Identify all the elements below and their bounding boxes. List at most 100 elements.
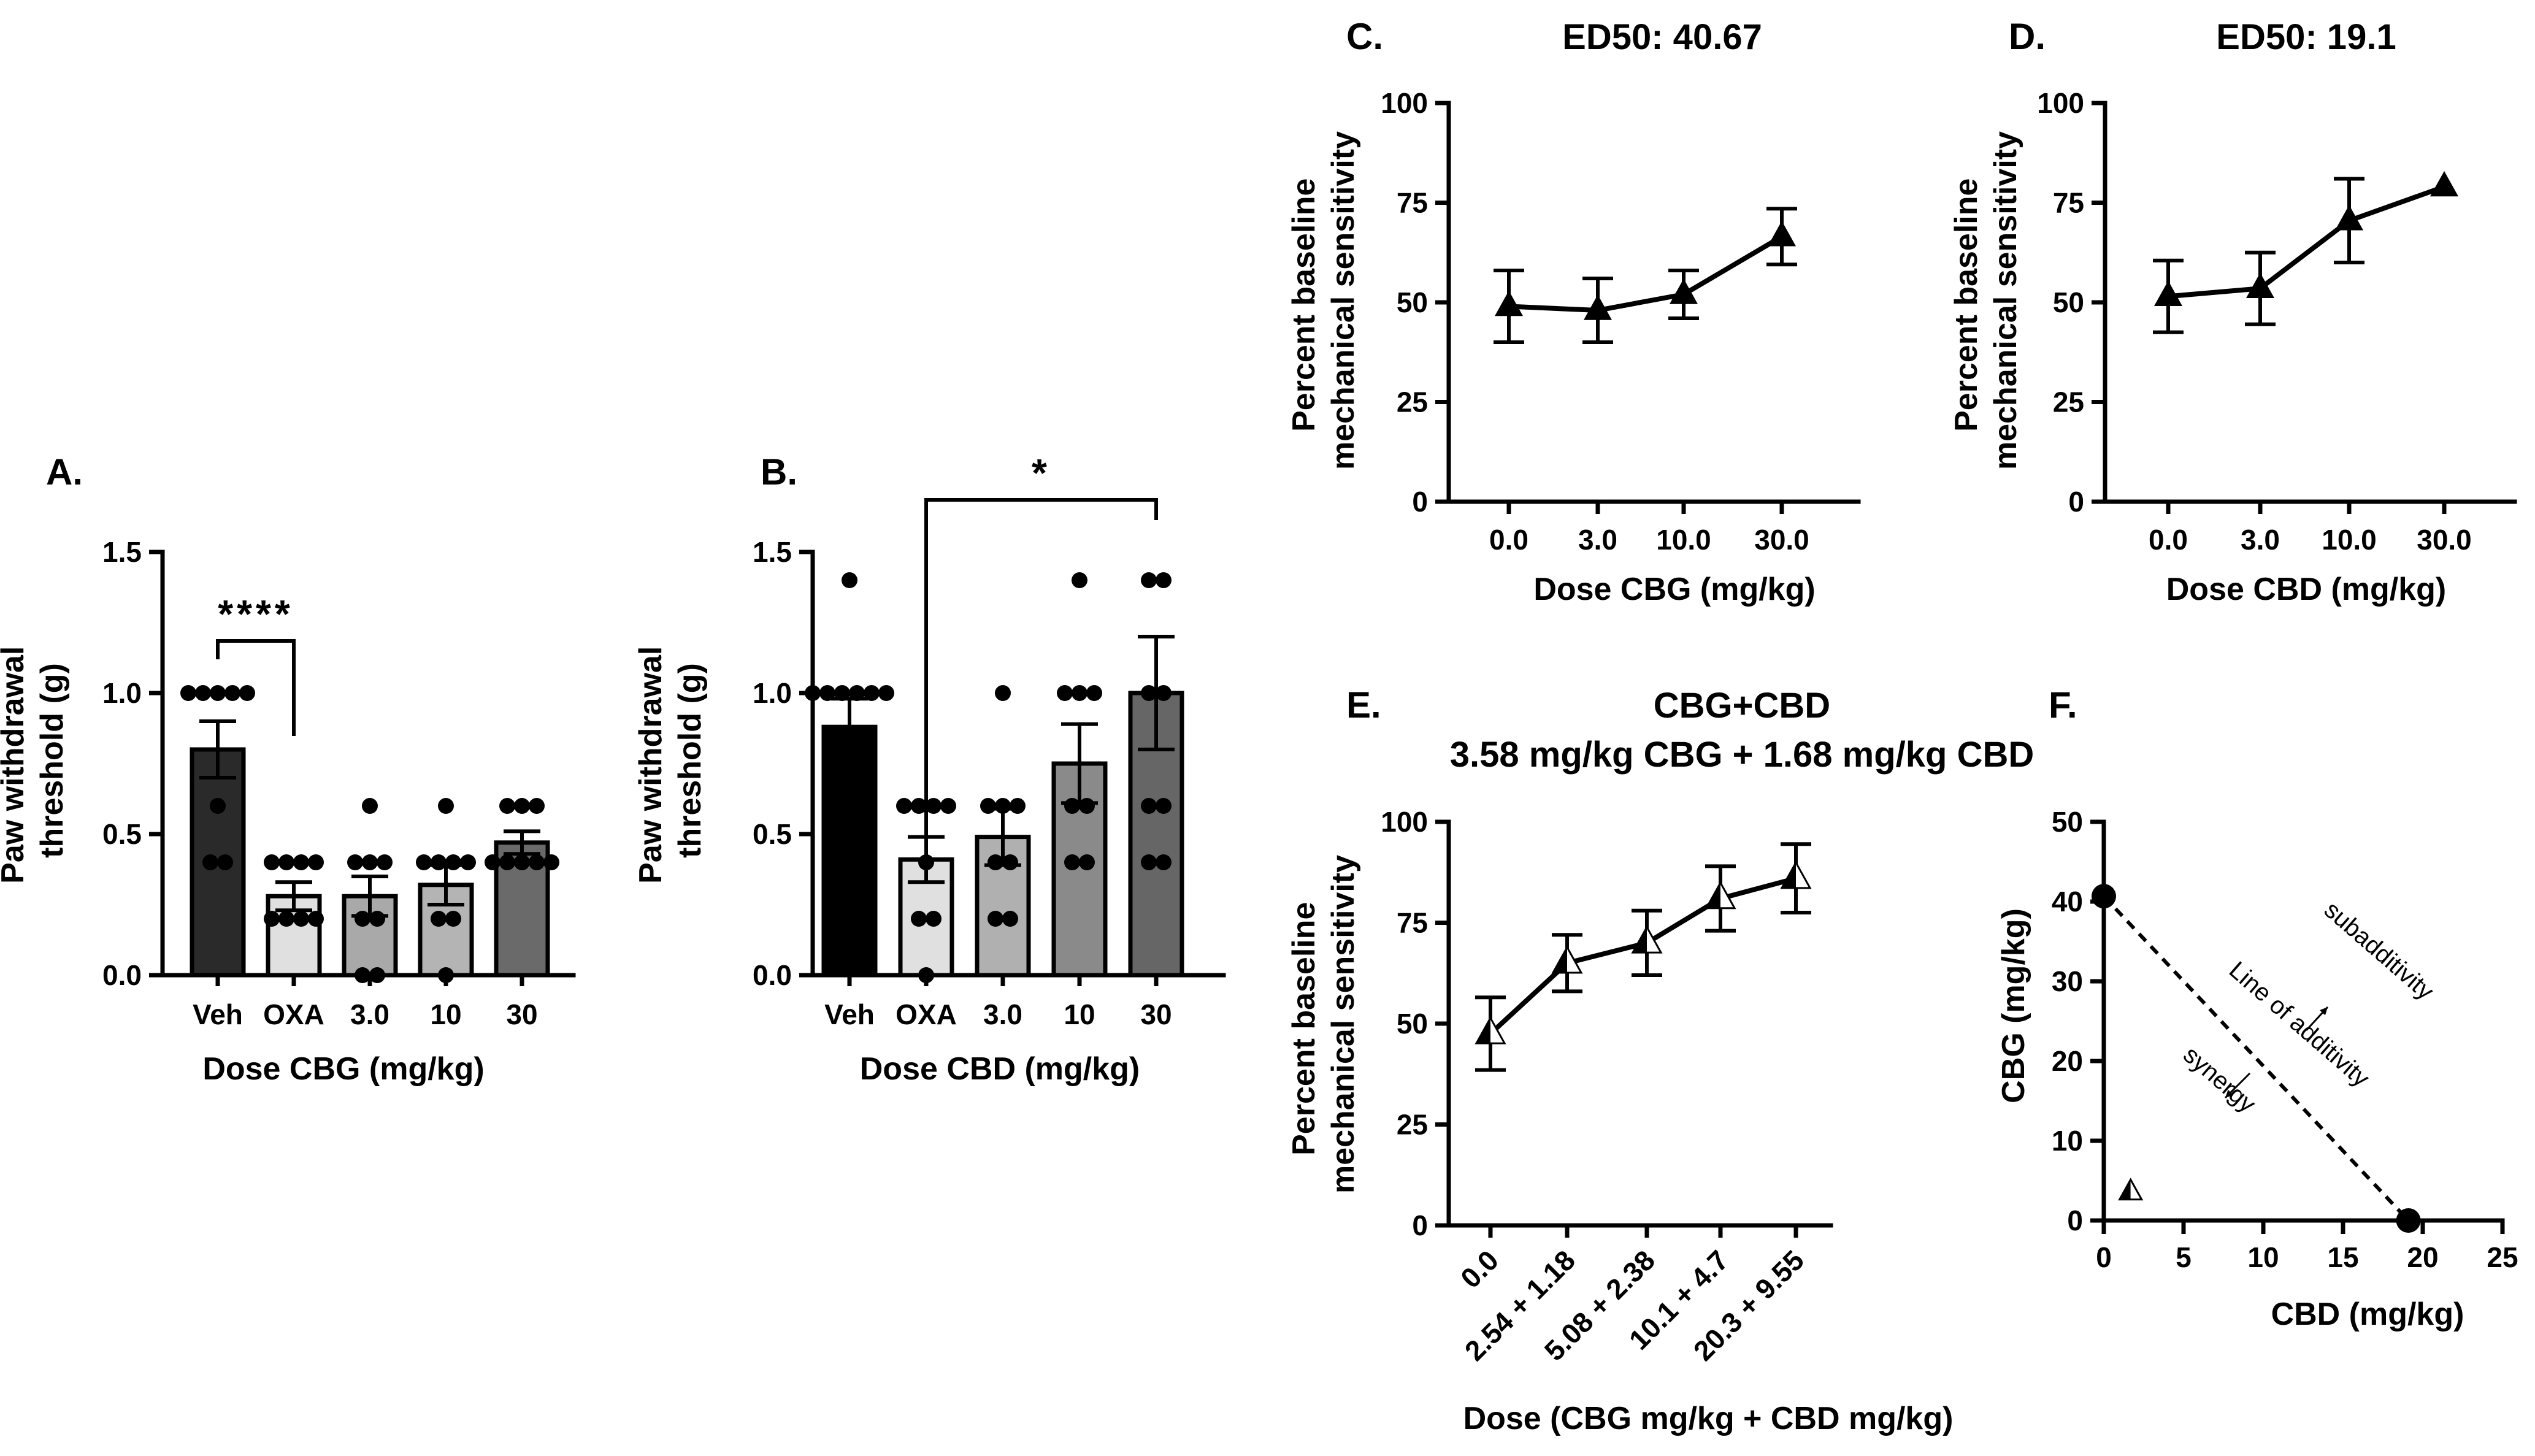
data-point — [224, 685, 240, 701]
data-point — [1156, 798, 1172, 814]
x-tick-label: 10.0 — [2322, 524, 2377, 556]
data-point — [980, 798, 996, 814]
marker-triangle — [2335, 205, 2363, 231]
data-point — [1079, 798, 1095, 814]
line-of-additivity — [2102, 895, 2410, 1222]
panel-b-ylabel-line2: threshold (g) — [672, 663, 708, 858]
panel-d-ylabel: Percent baseline mechanical sensitivity — [1949, 131, 2023, 470]
panel-b-letter: B. — [761, 451, 797, 492]
data-point — [514, 798, 530, 814]
data-point — [438, 798, 454, 814]
panel-c-ylabel-line2: mechanical sensitivity — [1325, 131, 1361, 470]
marker-outline — [1631, 925, 1663, 954]
data-point — [210, 798, 226, 814]
data-point — [377, 854, 393, 870]
y-tick-label: 100 — [2037, 87, 2084, 119]
x-tick-label: 0.0 — [2149, 524, 2188, 556]
data-point — [1002, 911, 1018, 927]
x-tick-label: 3.0 — [350, 998, 389, 1030]
data-point — [217, 854, 233, 870]
data-point — [431, 854, 447, 870]
y-tick-label: 40 — [2052, 886, 2083, 918]
data-point — [940, 798, 956, 814]
panel-b-ylabel-line1: Paw withdrawal — [633, 646, 669, 884]
panel-d-ylabel-line2: mechanical sensitivity — [1988, 131, 2023, 470]
panel-b-plot: 0.0 0.5 1.0 1.5 Veh OXA 3.0 10 30 * — [753, 451, 1226, 1030]
marker-triangle — [2246, 272, 2274, 298]
data-point — [1064, 854, 1080, 870]
data-point — [362, 798, 378, 814]
data-point — [864, 685, 880, 701]
panel-f-xlabel: CBD (mg/kg) — [2271, 1297, 2464, 1332]
data-point — [416, 854, 432, 870]
data-point — [278, 854, 294, 870]
marker-outline — [1705, 881, 1736, 910]
panel-e-title-line1: CBG+CBD — [1654, 686, 1830, 726]
data-point — [362, 854, 378, 870]
x-tick-label: 3.0 — [983, 998, 1022, 1030]
panel-d-dose-response: D. ED50: 19.1 Percent baseline mechanica… — [1949, 16, 2517, 607]
data-point — [543, 854, 559, 870]
ed50-point-cbd — [2396, 1208, 2421, 1233]
y-tick-label: 0 — [1412, 486, 1428, 518]
x-tick-label: 10 — [1064, 998, 1095, 1030]
y-tick-label: 30 — [2052, 965, 2083, 997]
data-point — [499, 854, 515, 870]
x-tick-label: 0.0 — [1489, 524, 1528, 556]
y-tick-label: 1.5 — [102, 536, 142, 568]
data-point — [878, 685, 894, 701]
significance-label: * — [1032, 451, 1051, 495]
data-point — [911, 798, 927, 814]
panel-c-xlabel: Dose CBG (mg/kg) — [1533, 572, 1815, 607]
data-point — [1079, 854, 1095, 870]
data-point — [485, 854, 500, 870]
data-point — [805, 685, 821, 701]
x-tick-label: Veh — [824, 998, 875, 1030]
panel-d-letter: D. — [2009, 16, 2046, 57]
data-point — [529, 854, 545, 870]
x-tick-label: 30 — [506, 998, 537, 1030]
panel-e-ylabel-line1: Percent baseline — [1286, 902, 1322, 1155]
data-point — [308, 854, 324, 870]
bar-Veh — [821, 724, 878, 978]
x-tick-label: 30 — [1140, 998, 1172, 1030]
x-tick-label: 10 — [430, 998, 461, 1030]
panel-d-ylabel-line1: Percent baseline — [1949, 178, 1984, 432]
data-point — [431, 911, 447, 927]
data-point — [1072, 685, 1087, 701]
data-point — [264, 911, 280, 927]
x-tick-label: 15 — [2327, 1241, 2358, 1273]
data-point — [180, 685, 196, 701]
data-point — [278, 911, 294, 927]
y-tick-label: 50 — [2053, 286, 2084, 318]
data-point — [355, 911, 370, 927]
data-point — [293, 911, 309, 927]
data-point — [1141, 798, 1157, 814]
x-tick-label: 3.0 — [1578, 524, 1617, 556]
data-point — [1057, 685, 1073, 701]
panel-f-plot: 0 10 20 30 40 50 0 5 10 15 20 25 Line of additivitys… — [2052, 806, 2518, 1273]
series-line — [1508, 234, 1784, 313]
marker-triangle — [1495, 290, 1523, 316]
x-tick-label: 25 — [2487, 1241, 2518, 1273]
panel-c-ylabel-line1: Percent baseline — [1286, 178, 1322, 432]
y-tick-label: 0 — [2068, 486, 2084, 518]
significance-bracket — [924, 498, 1158, 877]
y-tick-label: 25 — [1397, 386, 1428, 418]
panel-a-plot: 0.0 0.5 1.0 1.5 Veh OXA 3.0 10 30 **** — [102, 536, 576, 1030]
y-tick-label: 20 — [2052, 1045, 2083, 1077]
data-point — [926, 798, 942, 814]
data-point — [1141, 572, 1157, 588]
panel-b-bar-chart: B. Paw withdrawal threshold (g) 0.0 0.5 1.… — [633, 451, 1226, 1087]
significance-bracket — [216, 639, 296, 736]
panel-c-title: ED50: 40.67 — [1562, 17, 1762, 57]
data-point — [264, 854, 280, 870]
y-tick-label: 0.0 — [102, 959, 142, 991]
marker-triangle — [2430, 171, 2458, 197]
panel-f-letter: F. — [2049, 684, 2077, 726]
x-tick-label: 5 — [2176, 1241, 2192, 1273]
data-point — [210, 685, 226, 701]
y-tick-label: 75 — [1397, 187, 1428, 219]
data-point — [499, 798, 515, 814]
